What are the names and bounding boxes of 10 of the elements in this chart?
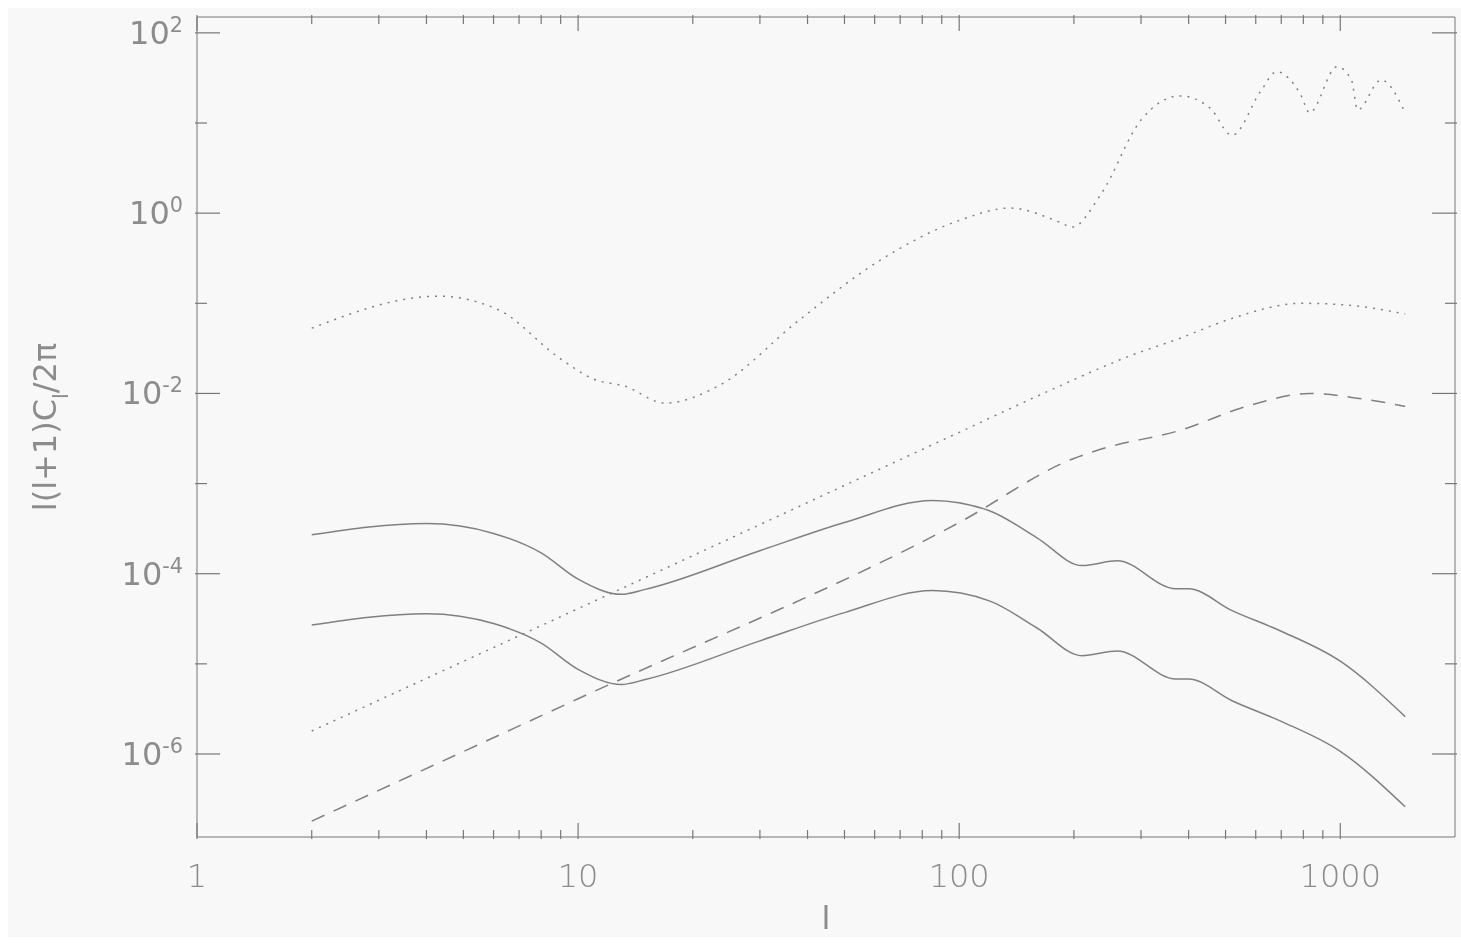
x-tick-label: 1: [186, 857, 208, 895]
x-tick-label: 10: [557, 857, 599, 895]
y-tick-label: 10$^{-2}$: [121, 373, 183, 413]
x-tick-label: 1000: [1299, 857, 1381, 895]
y-tick-label: 10$^{-6}$: [121, 734, 183, 773]
x-tick-label: 100: [928, 857, 990, 895]
y-tick-label: 10$^{0}$: [129, 193, 183, 233]
y-tick-label: 10$^{-4}$: [121, 553, 183, 593]
y-tick-label: 10$^{2}$: [129, 12, 183, 52]
x-axis-title: l: [821, 899, 831, 937]
